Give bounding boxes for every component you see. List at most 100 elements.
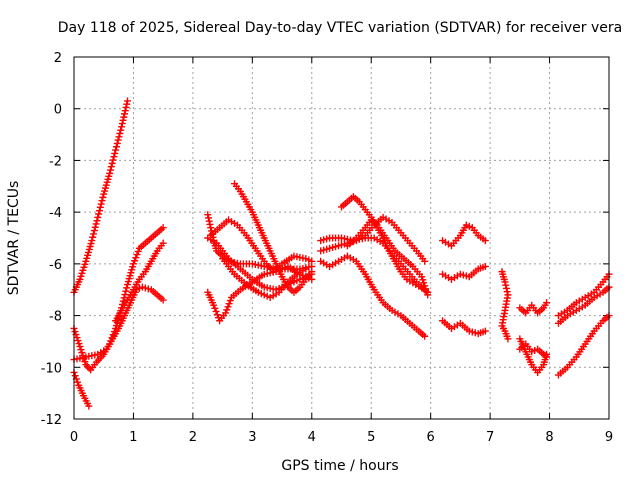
data-point xyxy=(159,239,167,247)
data-point xyxy=(210,301,218,309)
data-point xyxy=(109,156,117,164)
data-point xyxy=(204,211,212,219)
series-track-6 xyxy=(204,211,316,273)
y-tick-label: -4 xyxy=(49,206,62,221)
data-point xyxy=(90,230,98,238)
data-point xyxy=(89,233,97,241)
data-point xyxy=(85,364,93,372)
series-track-19 xyxy=(439,317,489,338)
data-point xyxy=(107,163,115,171)
series-track-20 xyxy=(498,268,512,343)
data-marks xyxy=(70,97,613,410)
data-point xyxy=(204,214,212,222)
data-point xyxy=(421,257,429,265)
y-tick-label: -10 xyxy=(41,361,62,376)
data-point xyxy=(121,110,129,118)
data-point xyxy=(123,284,131,292)
series-track-15 xyxy=(317,252,429,340)
series-track-4 xyxy=(70,283,167,364)
data-point xyxy=(95,207,103,215)
series-track-5 xyxy=(112,239,167,325)
data-point xyxy=(124,97,131,105)
y-axis-label: SDTVAR / TECUs xyxy=(6,181,22,296)
data-point xyxy=(481,237,489,245)
x-tick-label: 3 xyxy=(248,430,256,445)
data-point xyxy=(205,217,213,225)
data-point xyxy=(502,281,510,289)
axis-ticks: 0 1 2 3 4 5 6 7 8 9 2 0 -2 -4 -6 -8 -10 -12 xyxy=(41,51,613,445)
data-point xyxy=(225,300,233,308)
data-point xyxy=(132,254,140,262)
data-point xyxy=(308,257,316,265)
data-point xyxy=(97,200,105,208)
data-point xyxy=(159,224,167,232)
data-point xyxy=(118,120,126,128)
series-track-1 xyxy=(70,97,131,296)
series-track-17 xyxy=(439,221,489,250)
series-track-8 xyxy=(204,262,316,325)
x-tick-label: 4 xyxy=(308,430,316,445)
data-point xyxy=(99,193,107,201)
data-point xyxy=(223,306,231,314)
series-track-18 xyxy=(439,262,489,283)
x-tick-label: 5 xyxy=(367,430,375,445)
series-track-10 xyxy=(207,216,316,276)
data-point xyxy=(543,299,551,307)
series-track-3 xyxy=(70,224,167,374)
series-track-22 xyxy=(516,299,551,317)
y-tick-label: -8 xyxy=(49,310,62,325)
data-point xyxy=(85,402,93,410)
x-axis-label: GPS time / hours xyxy=(281,458,398,474)
data-point xyxy=(112,146,120,154)
data-point xyxy=(133,251,141,259)
data-point xyxy=(118,123,126,131)
data-point xyxy=(71,372,79,380)
series-track-11 xyxy=(219,255,310,301)
data-point xyxy=(121,107,129,115)
data-point xyxy=(213,311,221,319)
data-point xyxy=(424,291,432,299)
data-point xyxy=(308,275,316,283)
data-point xyxy=(302,265,310,273)
data-point xyxy=(117,126,125,134)
series-track-23 xyxy=(516,340,551,361)
data-point xyxy=(481,327,489,335)
data-point xyxy=(90,227,98,235)
series-track-26 xyxy=(554,283,613,327)
data-point xyxy=(222,309,230,317)
data-point xyxy=(96,203,104,211)
data-point xyxy=(206,220,214,228)
data-point xyxy=(129,260,137,268)
data-point xyxy=(308,268,316,276)
x-tick-label: 8 xyxy=(545,430,553,445)
y-tick-label: -6 xyxy=(49,258,62,273)
x-tick-label: 9 xyxy=(605,430,613,445)
data-point xyxy=(93,217,101,225)
data-point xyxy=(120,113,128,121)
data-point xyxy=(74,378,82,386)
data-point xyxy=(95,210,103,218)
data-point xyxy=(207,224,215,232)
data-point xyxy=(92,220,100,228)
series-track-2 xyxy=(70,368,93,410)
data-point xyxy=(106,169,114,177)
y-tick-label: 0 xyxy=(54,103,62,118)
y-tick-label: -2 xyxy=(49,154,62,169)
data-point xyxy=(116,129,124,137)
data-point xyxy=(224,303,232,311)
data-point xyxy=(211,304,219,312)
data-point xyxy=(119,116,127,124)
data-point xyxy=(91,223,99,231)
data-point xyxy=(108,159,116,167)
data-point xyxy=(541,352,549,360)
data-point xyxy=(159,296,167,304)
data-point xyxy=(481,262,489,270)
data-point xyxy=(502,284,510,292)
plot-frame xyxy=(73,56,610,420)
data-point xyxy=(131,257,139,265)
data-point xyxy=(110,153,118,161)
data-point xyxy=(501,278,509,286)
data-point xyxy=(88,237,96,245)
data-point xyxy=(123,100,131,108)
